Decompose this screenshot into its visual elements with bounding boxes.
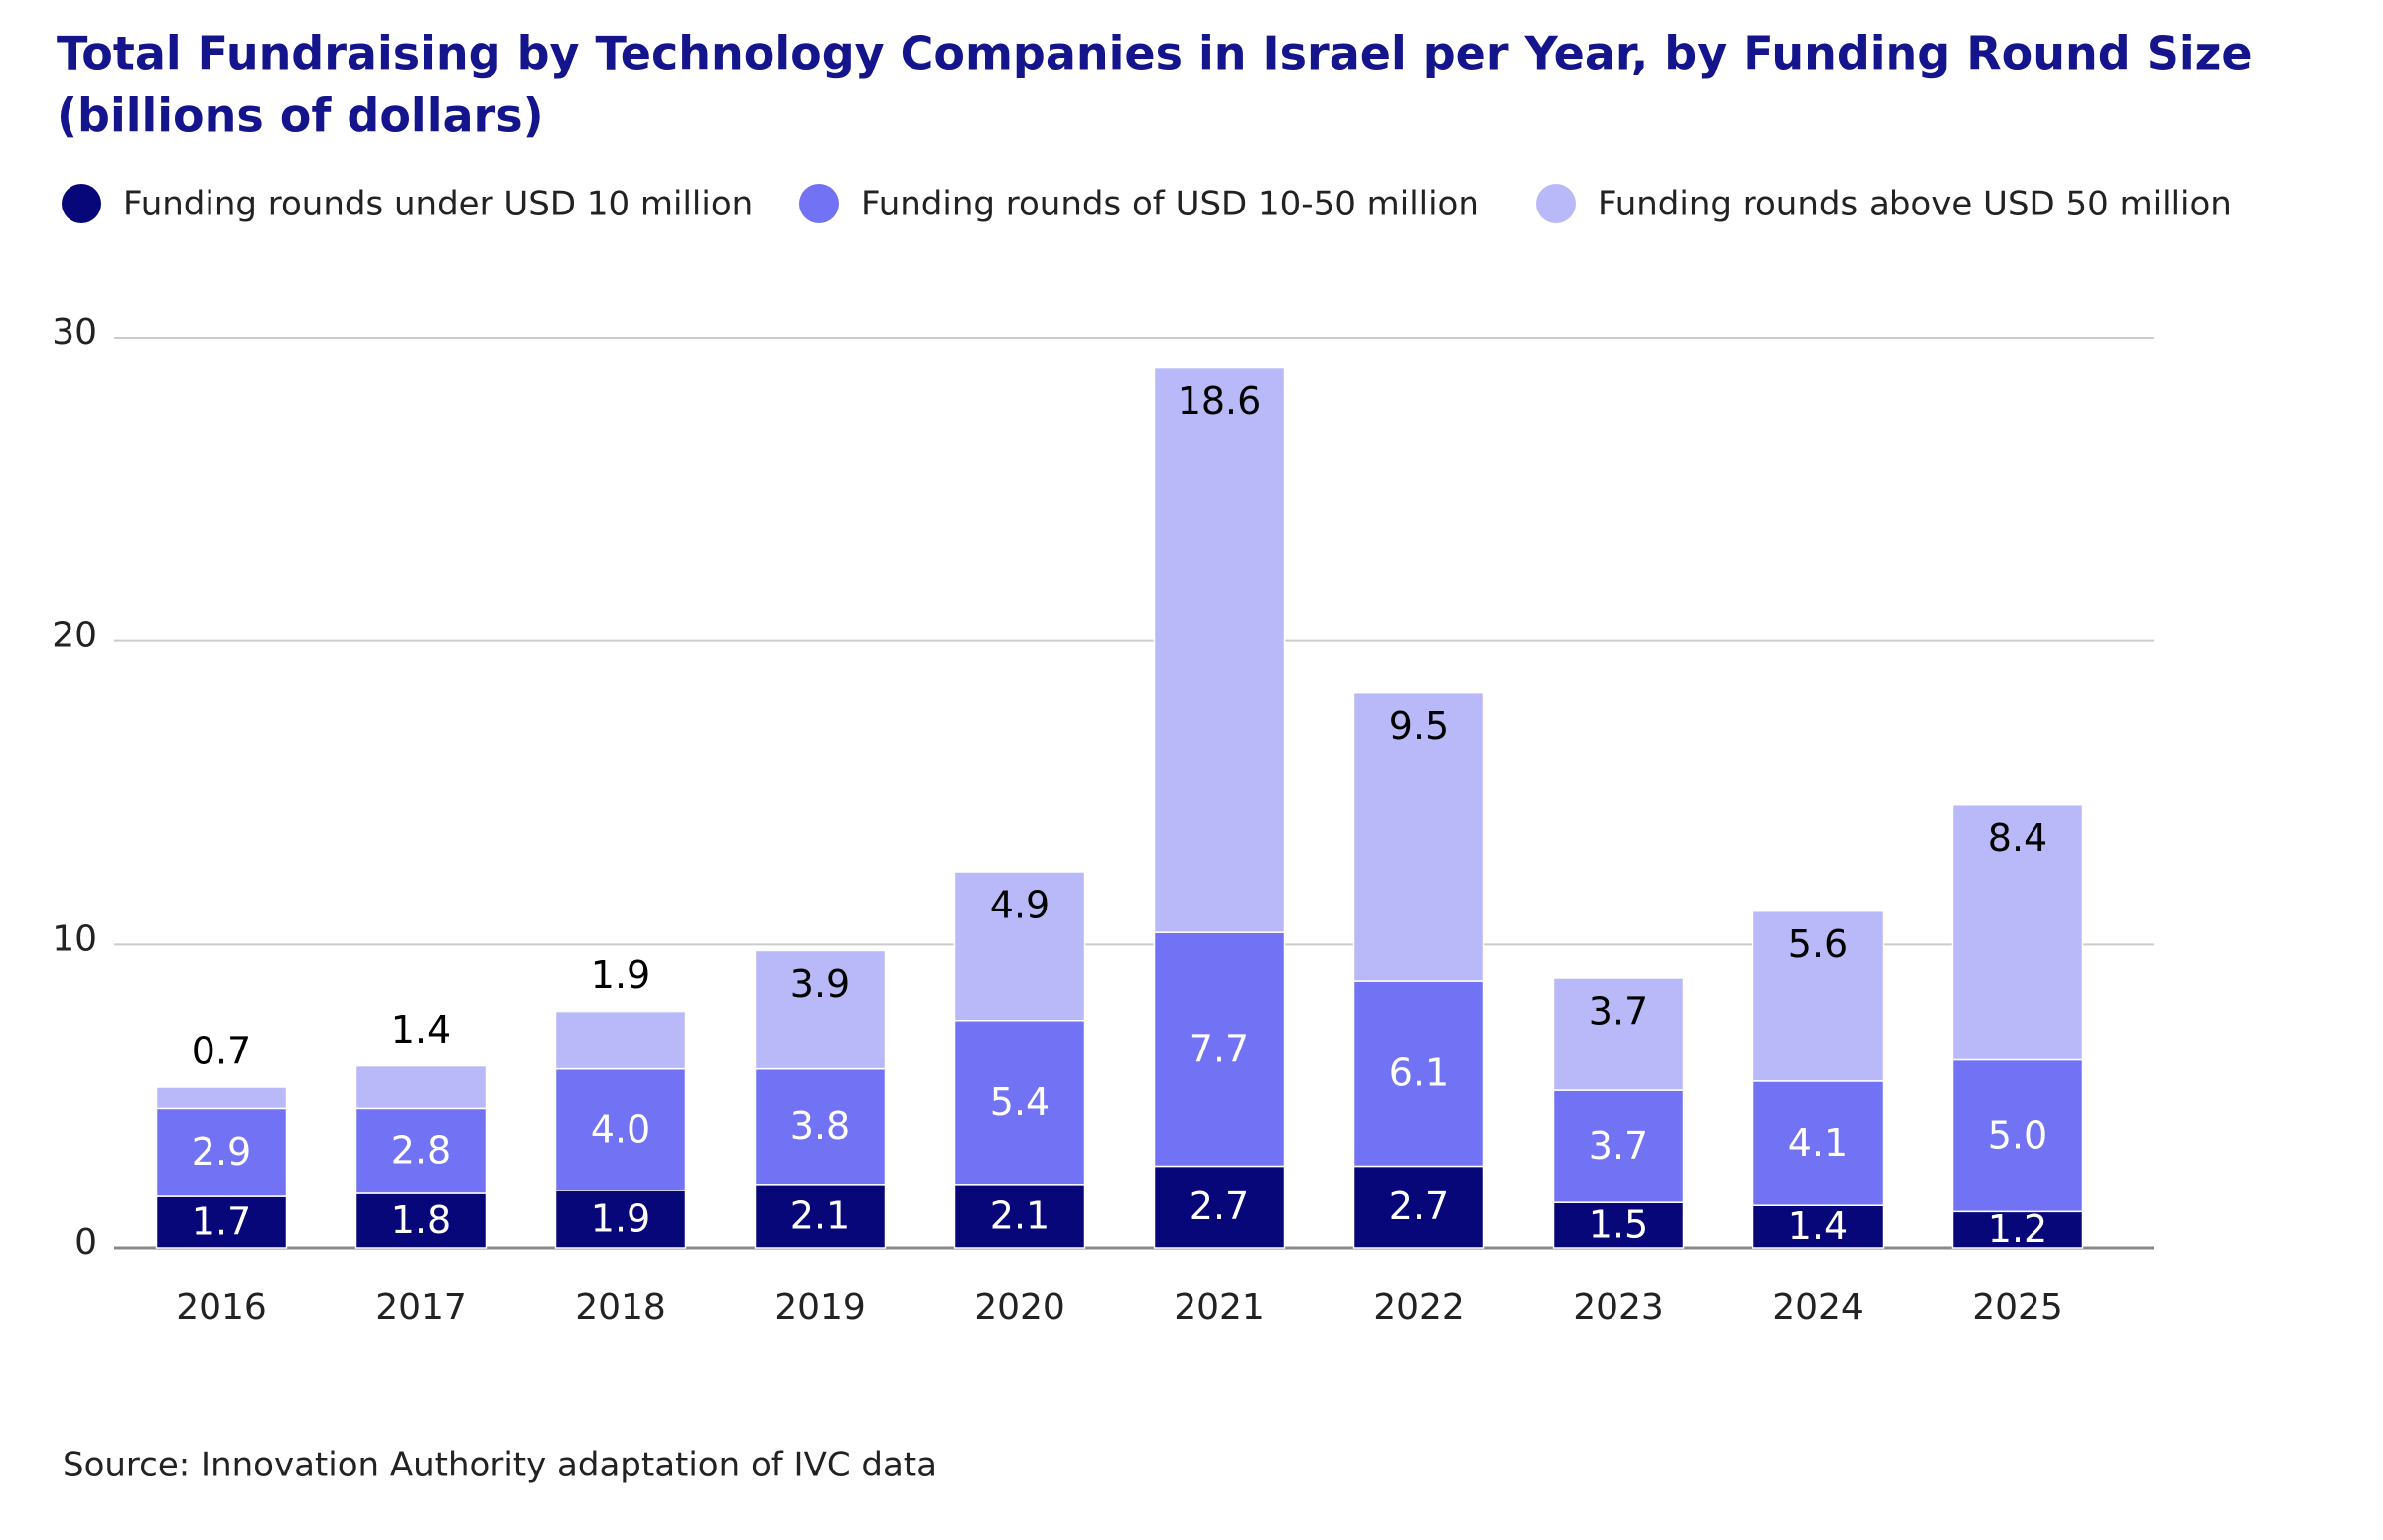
data-label: 1.5 xyxy=(1589,1203,1648,1247)
data-label: 5.4 xyxy=(990,1080,1050,1124)
data-label: 1.4 xyxy=(391,1008,451,1051)
x-tick-label: 2016 xyxy=(176,1287,267,1328)
data-label: 3.7 xyxy=(1589,1124,1648,1168)
bar-segment xyxy=(1951,1210,2084,1249)
bar-segment xyxy=(1752,1080,1885,1206)
data-label: 5.6 xyxy=(1788,922,1848,966)
legend-swatch xyxy=(62,184,101,223)
data-label: 4.9 xyxy=(990,883,1050,926)
bar-segment xyxy=(1352,1165,1485,1249)
data-label: 1.9 xyxy=(591,1196,650,1240)
legend-swatch xyxy=(1536,184,1576,223)
bar-segment xyxy=(354,1107,488,1194)
bar-segment xyxy=(554,1067,687,1191)
data-label: 2.7 xyxy=(1190,1185,1249,1228)
chart-subtitle: (billions of dollars) xyxy=(57,89,544,143)
data-label: 2.7 xyxy=(1389,1185,1449,1228)
data-label: 8.4 xyxy=(1988,816,2047,860)
data-label: 3.8 xyxy=(790,1104,850,1148)
data-label: 7.7 xyxy=(1190,1027,1249,1070)
data-label: 0.7 xyxy=(192,1029,251,1072)
bar-segment xyxy=(754,1067,887,1186)
bar-segment xyxy=(1153,1165,1286,1249)
data-label: 2.1 xyxy=(790,1193,850,1237)
data-label: 2.1 xyxy=(990,1193,1050,1237)
data-label: 2.8 xyxy=(391,1129,451,1173)
bar-segment xyxy=(155,1086,288,1110)
bar-segment xyxy=(554,1190,687,1249)
source-note: Source: Innovation Authority adaptation … xyxy=(63,1446,937,1485)
y-tick-label: 30 xyxy=(52,312,97,352)
bar-segment xyxy=(1352,691,1485,982)
bar-segment xyxy=(155,1107,288,1197)
x-tick-label: 2025 xyxy=(1972,1287,2063,1328)
legend-label: Funding rounds of USD 10-50 million xyxy=(861,185,1479,224)
x-tick-label: 2019 xyxy=(774,1287,866,1328)
data-label: 2.9 xyxy=(192,1130,251,1174)
data-label: 9.5 xyxy=(1389,704,1449,748)
bar-segment xyxy=(1752,910,1885,1082)
bar-segment xyxy=(554,1010,687,1070)
data-label: 1.4 xyxy=(1788,1204,1848,1248)
x-tick-label: 2020 xyxy=(974,1287,1065,1328)
bar-segment xyxy=(1153,366,1286,933)
x-tick-label: 2021 xyxy=(1174,1287,1265,1328)
x-tick-label: 2017 xyxy=(375,1287,467,1328)
bar-segment xyxy=(953,1020,1086,1186)
bar-segment xyxy=(953,871,1086,1022)
y-tick-label: 0 xyxy=(74,1222,97,1263)
x-tick-label: 2018 xyxy=(575,1287,666,1328)
data-label: 5.0 xyxy=(1988,1113,2047,1157)
data-label: 18.6 xyxy=(1178,379,1262,423)
bar-segment xyxy=(1552,977,1685,1091)
bar-segment xyxy=(155,1195,288,1249)
legend-label: Funding rounds under USD 10 million xyxy=(123,185,753,224)
y-tick-label: 20 xyxy=(52,616,97,656)
bar-segment xyxy=(754,949,887,1070)
x-tick-label: 2023 xyxy=(1573,1287,1664,1328)
bar-segment xyxy=(1951,803,2084,1061)
data-label: 1.9 xyxy=(591,953,650,997)
y-tick-label: 10 xyxy=(52,918,97,959)
data-label: 1.7 xyxy=(192,1200,251,1244)
bar-segment xyxy=(1552,1201,1685,1249)
bar-segment xyxy=(1153,931,1286,1168)
data-label: 3.7 xyxy=(1589,989,1648,1033)
bar-segment xyxy=(354,1064,488,1110)
data-label: 3.9 xyxy=(790,962,850,1006)
bar-segment xyxy=(1352,980,1485,1168)
x-tick-label: 2022 xyxy=(1373,1287,1465,1328)
legend-swatch xyxy=(799,184,839,223)
bar-segment xyxy=(1552,1089,1685,1203)
bar-segment xyxy=(754,1184,887,1249)
legend-label: Funding rounds above USD 50 million xyxy=(1598,185,2232,224)
data-label: 4.1 xyxy=(1788,1121,1848,1165)
data-label: 4.0 xyxy=(591,1107,650,1151)
bar-segment xyxy=(1752,1204,1885,1249)
chart-title: Total Fundraising by Technology Companie… xyxy=(57,27,2253,80)
data-label: 1.2 xyxy=(1988,1207,2047,1251)
data-label: 1.8 xyxy=(391,1198,451,1242)
data-label: 6.1 xyxy=(1389,1051,1449,1095)
bar-segment xyxy=(1951,1058,2084,1213)
x-tick-label: 2024 xyxy=(1772,1287,1864,1328)
